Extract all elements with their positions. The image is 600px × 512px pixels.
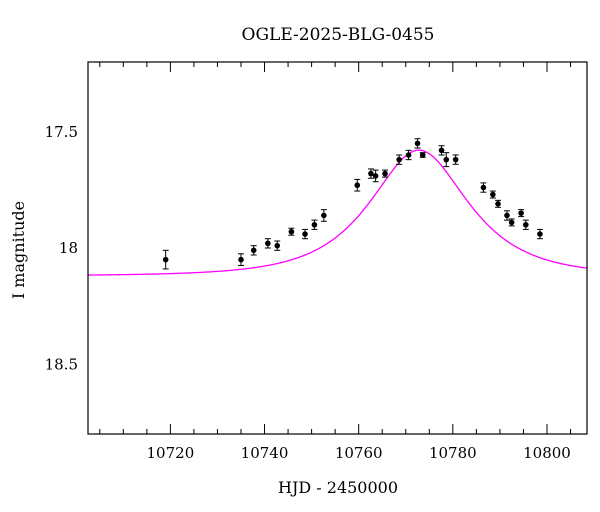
data-point-marker <box>490 191 496 198</box>
data-point <box>518 209 525 218</box>
data-point <box>405 149 412 161</box>
data-point-marker <box>265 240 271 247</box>
data-point-marker <box>443 156 450 163</box>
x-tick-label: 10720 <box>147 444 195 462</box>
data-point <box>288 227 295 236</box>
data-point <box>274 240 281 251</box>
data-point <box>311 219 318 230</box>
data-point-marker <box>274 242 281 249</box>
y-axis-label: I magnitude <box>9 201 28 299</box>
data-point <box>522 219 529 230</box>
data-point <box>508 218 515 227</box>
data-point-marker <box>504 212 510 219</box>
x-tick-label: 10760 <box>335 444 383 462</box>
data-point <box>396 154 403 165</box>
data-point <box>536 228 543 240</box>
data-point <box>354 178 361 192</box>
data-point <box>320 209 327 222</box>
data-point-marker <box>508 219 515 226</box>
data-point <box>480 182 487 193</box>
data-point <box>302 228 309 240</box>
data-point <box>443 152 450 168</box>
data-point-marker <box>405 152 412 158</box>
data-point-marker <box>372 173 379 179</box>
data-point <box>414 138 421 149</box>
data-point <box>503 210 510 221</box>
data-point-marker <box>396 156 402 163</box>
data-point <box>367 168 374 179</box>
data-point-marker <box>419 152 426 158</box>
data-points-layer <box>162 138 543 270</box>
data-point <box>452 154 459 165</box>
data-point-marker <box>452 156 459 163</box>
data-point <box>162 249 169 270</box>
x-tick-label: 10780 <box>429 444 477 462</box>
data-point <box>382 169 389 178</box>
plot-frame <box>87 61 588 435</box>
data-point <box>372 169 379 183</box>
chart-title: OGLE-2025-BLG-0455 <box>242 25 435 45</box>
data-point-marker <box>480 184 487 191</box>
data-point <box>438 145 445 156</box>
data-point-marker <box>537 231 543 237</box>
data-point-marker <box>302 231 308 237</box>
data-point-marker <box>238 256 244 263</box>
y-tick-label: 18.5 <box>45 355 78 373</box>
y-tick-label: 17.5 <box>45 123 78 141</box>
y-tick-label: 18 <box>59 239 78 257</box>
data-point-marker <box>518 210 524 216</box>
x-tick-label: 10800 <box>523 444 571 462</box>
x-axis-label: HJD - 2450000 <box>278 478 398 497</box>
data-point <box>419 152 426 158</box>
data-point-marker <box>162 256 169 263</box>
data-point-marker <box>368 170 374 177</box>
ticks-layer: 10720 10740 10760 10780 10800 17.5 18 18.5 <box>45 62 572 462</box>
data-point-marker <box>414 140 421 147</box>
model-layer <box>88 149 587 276</box>
data-point-marker <box>288 228 295 235</box>
data-point-marker <box>523 221 529 228</box>
data-point-marker <box>311 221 318 228</box>
data-point-marker <box>321 212 327 219</box>
data-point-marker <box>250 247 257 254</box>
x-tick-label: 10740 <box>241 444 289 462</box>
model-curve <box>88 149 587 276</box>
data-point-marker <box>354 182 361 189</box>
data-point <box>250 245 257 256</box>
data-point <box>264 238 271 249</box>
data-point <box>495 199 502 208</box>
data-point-marker <box>495 201 501 207</box>
data-point <box>489 190 496 199</box>
data-point-marker <box>438 147 445 154</box>
data-point-marker <box>382 170 388 177</box>
data-point <box>237 253 244 266</box>
